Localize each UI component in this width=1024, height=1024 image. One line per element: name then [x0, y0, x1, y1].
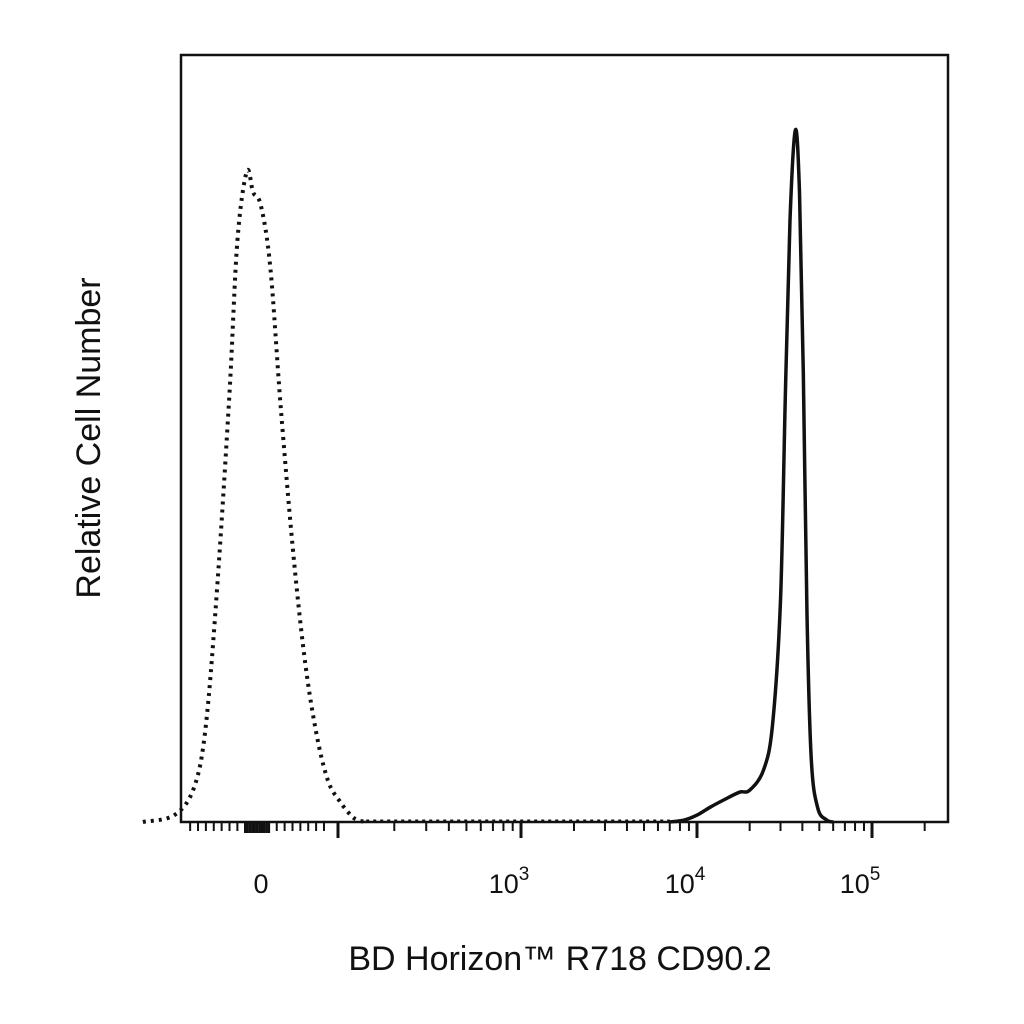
x-axis-tick-labels: 0 103 104 105 — [253, 864, 880, 899]
x-tick-label: 105 — [840, 864, 881, 899]
plot-frame — [179, 53, 950, 824]
x-tick-label: 0 — [253, 869, 268, 899]
solid-series-line — [669, 127, 834, 824]
y-axis-title: Relative Cell Number — [70, 277, 108, 598]
x-axis-title: BD Horizon™ R718 CD90.2 — [348, 940, 771, 978]
x-axis-ticks — [189, 822, 926, 838]
x-tick-label: 103 — [489, 864, 530, 899]
series-layer — [142, 127, 834, 824]
dotted-series-line — [142, 167, 367, 824]
x-tick-label: 104 — [665, 864, 706, 899]
